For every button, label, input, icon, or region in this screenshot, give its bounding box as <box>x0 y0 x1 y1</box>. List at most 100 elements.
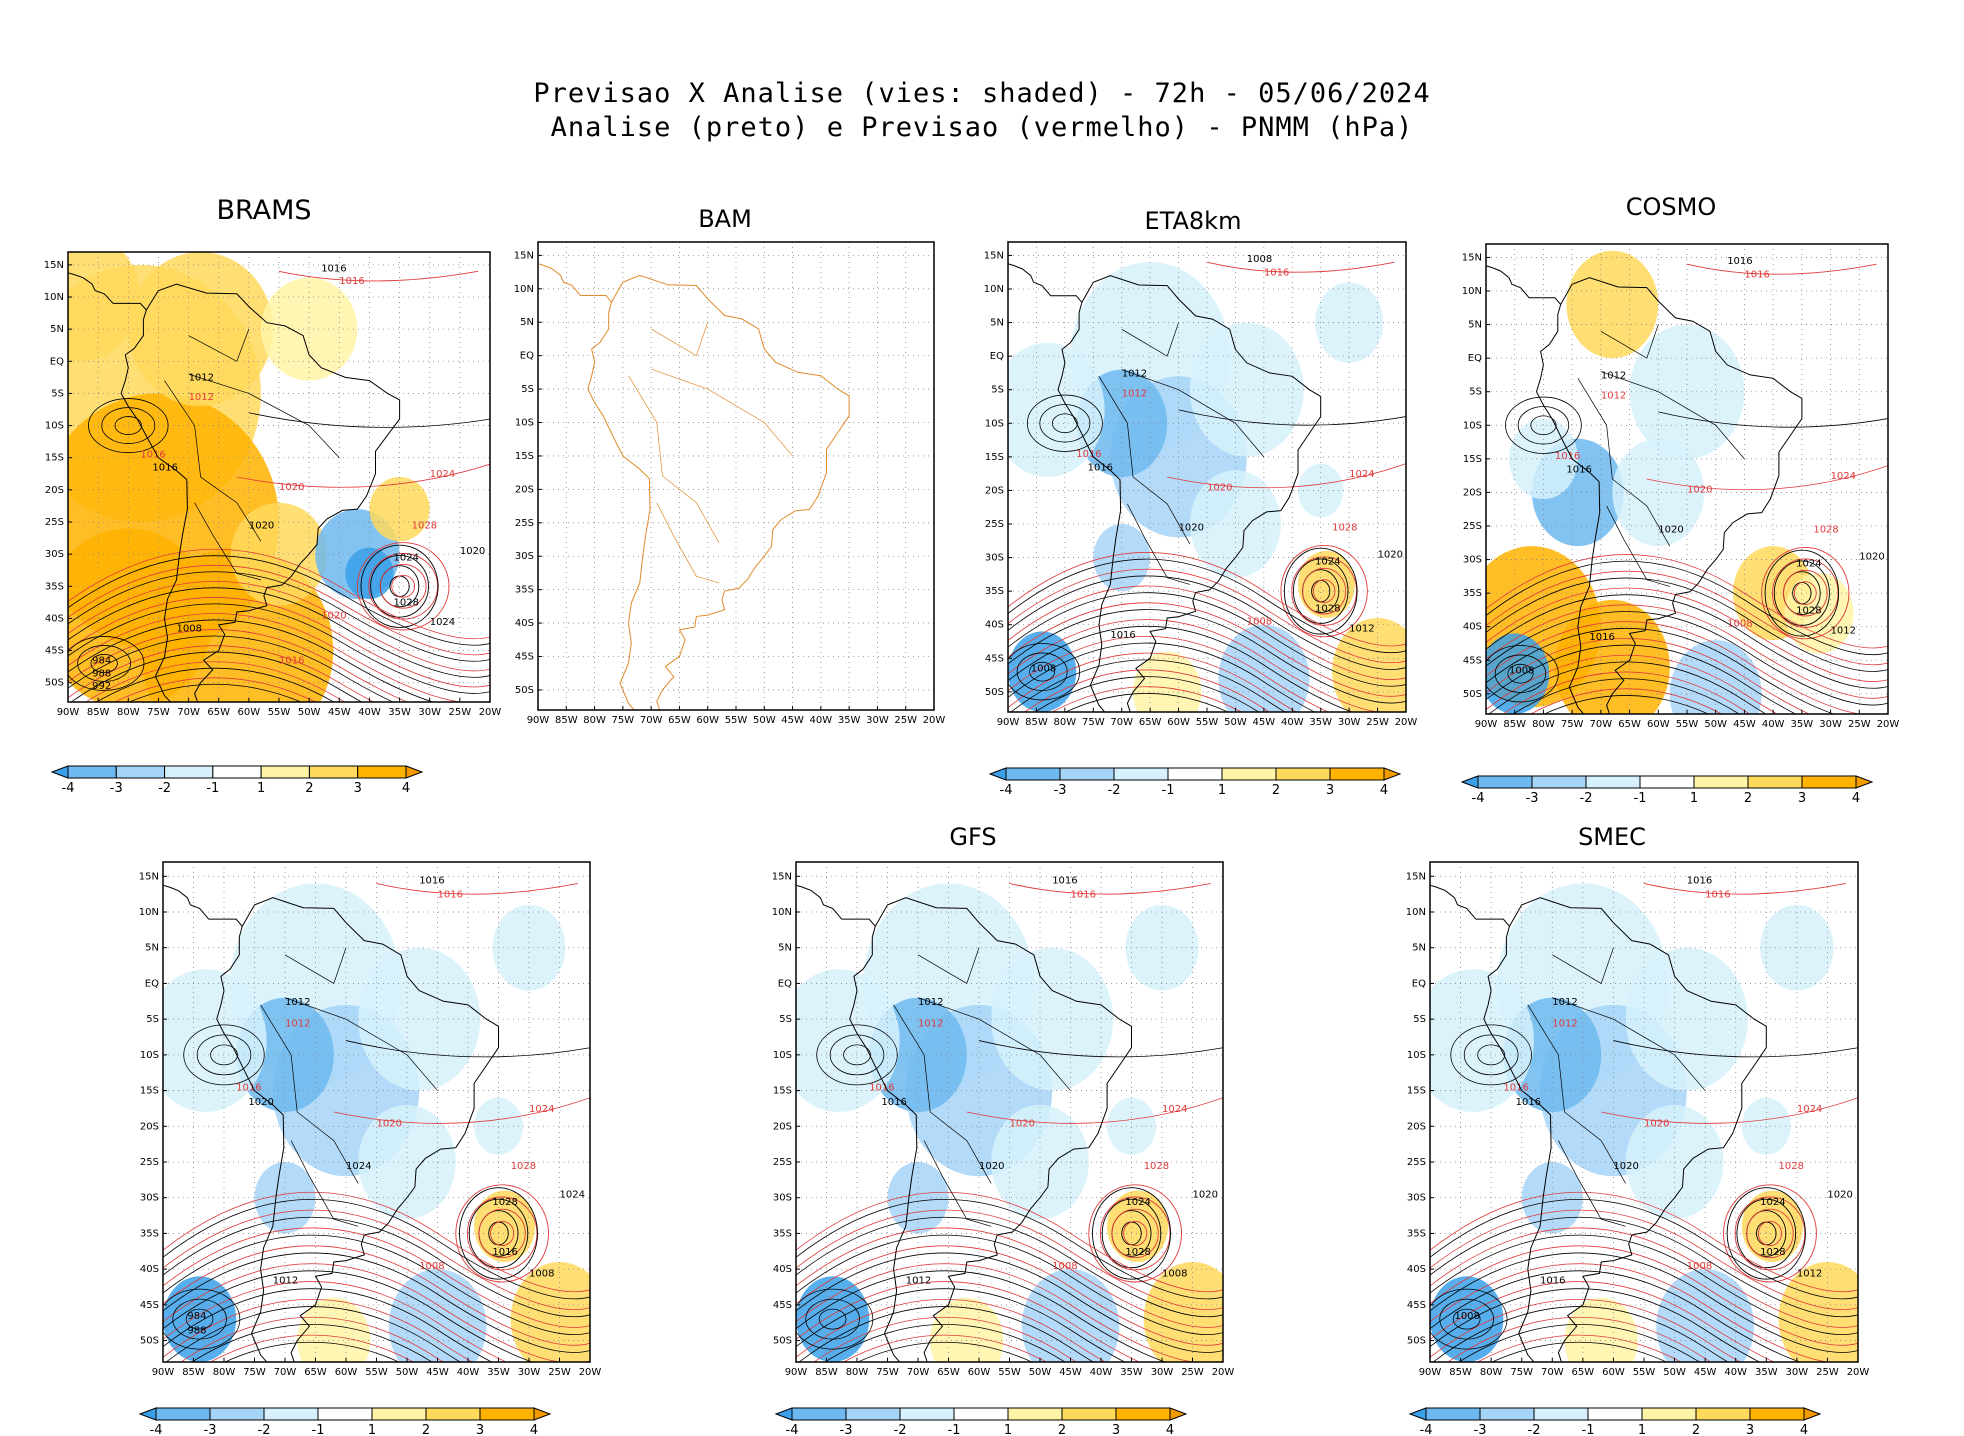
analysis-isobar <box>77 645 132 682</box>
colorbar-swatch <box>425 1407 481 1421</box>
colorbar-swatch <box>1167 767 1223 781</box>
analysis-isobar-label: 1016 <box>1516 1097 1541 1108</box>
lon-tick-label: 70W <box>1541 1367 1564 1378</box>
analysis-isobar <box>185 1308 214 1330</box>
analysis-isobar <box>163 1234 590 1335</box>
country-border <box>284 997 438 1091</box>
analysis-isobar-label: 1016 <box>1540 1275 1565 1286</box>
continent-coastline <box>1535 277 1803 714</box>
bias-shading-8 <box>1133 651 1202 712</box>
colorbar-swatch <box>1113 767 1169 781</box>
analysis-isobar <box>163 1270 534 1362</box>
colorbar-swatch <box>164 765 214 779</box>
colorbar-label: -4 <box>1000 783 1013 798</box>
lon-tick-label: 75W <box>1082 717 1105 728</box>
analysis-isobar-low <box>468 1198 529 1269</box>
lat-tick-label: 50S <box>140 1336 159 1347</box>
lat-tick-label: 10S <box>773 1050 792 1061</box>
lon-tick-label: 20W <box>1395 717 1418 728</box>
analysis-isobar <box>1051 413 1078 434</box>
lat-tick-label: 45S <box>515 652 534 663</box>
lat-tick-label: 5S <box>521 384 534 395</box>
lon-tick-label: 80W <box>1532 719 1555 730</box>
colorbar-bottom-left: -4 -3 -2 -1 1 2 3 4 <box>138 1407 552 1436</box>
lon-tick-label: 80W <box>213 1367 236 1378</box>
lon-tick-label: 70W <box>1590 719 1613 730</box>
forecast-isobar-label: 1012 <box>1552 1018 1577 1029</box>
forecast-isobar <box>68 613 490 702</box>
bias-shading-8 <box>297 1297 371 1362</box>
country-border <box>1606 505 1670 587</box>
analysis-isobar-low <box>1764 549 1840 637</box>
lat-tick-label: 50S <box>1463 689 1482 700</box>
colorbar-label: 1 <box>368 1423 376 1436</box>
lon-tick-label: 30W <box>1338 717 1361 728</box>
lon-tick-label: 80W <box>846 1367 869 1378</box>
country-border <box>188 373 340 458</box>
colorbar-swatch <box>1695 1407 1751 1421</box>
forecast-isobar-low <box>1280 545 1368 638</box>
forecast-isobar-low <box>356 542 450 631</box>
map-area: 1008 1012 1016 1020 1024 1028 1020 1016 1012 1008… <box>1008 242 1406 712</box>
analysis-isobar <box>1008 558 1406 654</box>
analysis-isobar <box>824 1324 1066 1362</box>
panel-title-bam: BAM <box>698 205 752 233</box>
lat-tick-label: 5N <box>1412 943 1426 954</box>
panel-title-eta8km: ETA8km <box>1144 207 1242 235</box>
forecast-isobar <box>114 677 317 702</box>
lat-tick-label: 15N <box>1406 871 1426 882</box>
analysis-isobar-label: 1020 <box>1827 1190 1852 1201</box>
bias-shading-9 <box>388 1269 487 1362</box>
lat-tick-label: EQ <box>50 356 64 367</box>
analysis-isobar-label: 1020 <box>460 546 485 557</box>
analysis-isobar-label: 984 <box>187 1311 206 1322</box>
lon-tick-label: 25W <box>449 707 472 718</box>
colorbar-swatch <box>260 765 310 779</box>
lat-tick-label: 40S <box>1463 622 1482 633</box>
forecast-isobar-label: 1012 <box>285 1018 310 1029</box>
lon-tick-label: 70W <box>907 1367 930 1378</box>
lon-tick-label: 85W <box>815 1367 838 1378</box>
analysis-isobar-label: 1016 <box>419 875 444 886</box>
lat-tick-label: 30S <box>515 551 534 562</box>
analysis-isobar <box>210 1044 238 1066</box>
forecast-isobar <box>796 1227 1223 1328</box>
forecast-isobar-label: 1028 <box>1779 1161 1804 1172</box>
colorbar-arrow-right <box>1855 775 1874 789</box>
analysis-isobar-low <box>389 575 410 598</box>
lat-tick-label: 40S <box>1407 1264 1426 1275</box>
lat-tick-label: 45S <box>773 1300 792 1311</box>
bias-shading-4 <box>68 528 213 702</box>
lon-tick-label: 40W <box>1724 1367 1747 1378</box>
colorbar-label: -1 <box>206 781 219 796</box>
colorbar-swatch <box>1061 1407 1117 1421</box>
analysis-isobar-label: 1008 <box>1247 254 1272 265</box>
analysis-isobar-label: 1016 <box>1088 462 1113 473</box>
forecast-isobar <box>163 1281 508 1362</box>
bias-shading-7 <box>1741 1190 1803 1262</box>
analysis-isobar <box>1008 575 1406 670</box>
forecast-isobar <box>1024 669 1270 712</box>
forecast-isobar <box>1529 688 1723 714</box>
analysis-isobar <box>1430 1216 1858 1318</box>
colorbar-label: 1 <box>257 781 265 796</box>
colorbar-label: -2 <box>258 1423 271 1436</box>
map-panel-gfs: 1016 1012 1016 1020 1024 1028 1020 1012 1008 1016… <box>772 861 1234 1378</box>
lat-tick-label: 20S <box>45 485 64 496</box>
central-america-coastline <box>538 263 612 303</box>
analysis-isobar <box>1430 1234 1858 1335</box>
forecast-isobar <box>163 1245 590 1346</box>
forecast-isobar <box>236 463 490 488</box>
lat-tick-label: 25S <box>773 1157 792 1168</box>
forecast-isobar <box>1008 552 1406 647</box>
lat-tick-label: 35S <box>773 1228 792 1239</box>
analysis-isobar-label: 1012 <box>1831 625 1856 636</box>
colorbar-swatch <box>1747 775 1803 789</box>
forecast-isobar <box>68 564 490 656</box>
analysis-isobar <box>165 1306 461 1362</box>
panel-title-brams: BRAMS <box>216 195 312 226</box>
forecast-isobar-label: 1020 <box>321 610 346 621</box>
analysis-isobar <box>796 1270 1167 1362</box>
colorbar-swatch <box>899 1407 955 1421</box>
analysis-isobar <box>68 635 394 702</box>
